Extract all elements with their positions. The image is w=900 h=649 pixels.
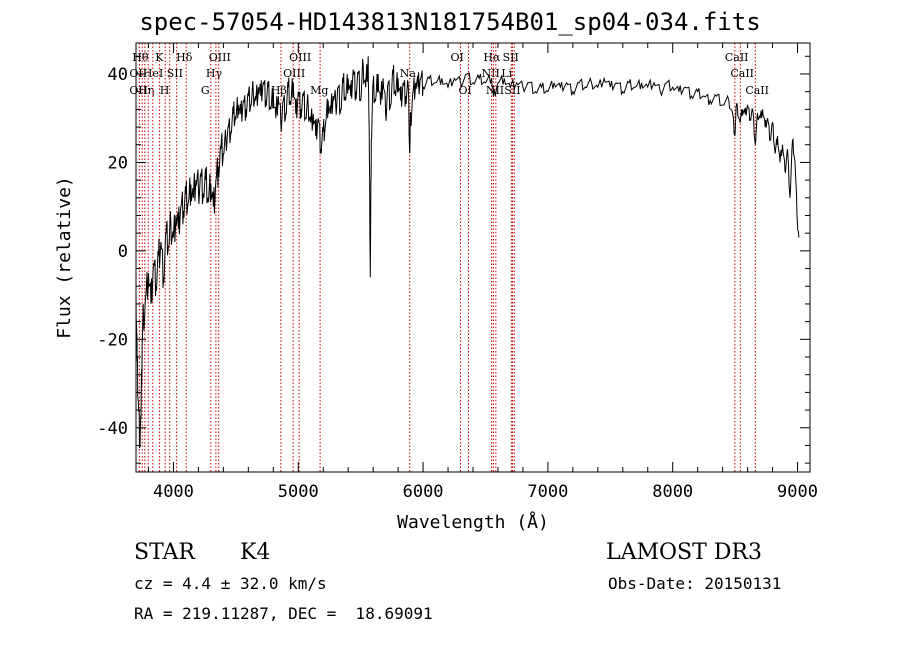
x-tick-label: 7000 (527, 482, 568, 502)
axis-labels: Wavelength (Å) Flux (relative) (54, 176, 549, 533)
line-marker-label: Mg (310, 84, 328, 97)
coordinates-readout: RA = 219.11287, DEC = 18.69091 (134, 604, 433, 623)
x-tick-label: 6000 (403, 482, 444, 502)
line-marker-label: NII (486, 84, 504, 97)
line-marker-label: OI (459, 84, 472, 97)
line-marker-label: OII (129, 84, 147, 97)
line-marker-label: H (160, 84, 170, 97)
line-marker-label: SII (504, 84, 520, 97)
line-marker-label: OIII (209, 51, 231, 64)
line-marker-label: Li (501, 67, 512, 80)
chart-title: spec-57054-HD143813N181754B01_sp04-034.f… (139, 8, 761, 36)
y-tick-label: 0 (118, 242, 128, 262)
spectrum-line-0 (135, 56, 800, 449)
line-marker-label: Hα (483, 51, 501, 64)
line-marker-label: Hγ (206, 67, 223, 80)
line-marker-label: OI (451, 51, 464, 64)
x-tick-label: 4000 (153, 482, 194, 502)
line-markers: OIIOIIHθHηHeIKHSIIHδGHγOIIIHβOIIIOIIIMgN… (129, 43, 769, 472)
x-axis-label: Wavelength (Å) (397, 511, 549, 533)
line-marker-label: OIII (289, 51, 311, 64)
x-tick-label: 8000 (652, 482, 693, 502)
line-marker-label: CaII (725, 51, 749, 64)
line-marker-label: NII (481, 67, 499, 80)
axis-ticks: 4000 5000 6000 7000 8000 9000 -40 -20 0 20 40 (97, 43, 818, 502)
line-marker-label: Hθ (132, 51, 149, 64)
line-marker-label: Hβ (271, 84, 287, 97)
line-marker-label: HeI (143, 67, 163, 80)
x-tick-label: 9000 (777, 482, 818, 502)
spectrum-series (135, 56, 800, 449)
y-tick-label: 40 (108, 65, 128, 85)
line-marker-label: CaII (745, 84, 769, 97)
line-marker-label: CaII (730, 67, 754, 80)
survey-name: LAMOST DR3 (606, 540, 762, 565)
x-tick-label: 5000 (278, 482, 319, 502)
line-marker-label: K (155, 51, 164, 64)
line-marker-label: G (201, 84, 210, 97)
y-tick-label: -20 (97, 330, 128, 350)
line-marker-label: Hδ (176, 51, 193, 64)
line-marker-label: Hη (138, 84, 154, 97)
line-marker-label: OIII (283, 67, 305, 80)
object-class: STAR (134, 540, 195, 565)
y-tick-label: 20 (108, 153, 128, 173)
line-marker-label: Na (400, 67, 417, 80)
y-tick-label: -40 (97, 419, 128, 439)
y-axis-label: Flux (relative) (54, 176, 75, 339)
redshift-readout: cz = 4.4 ± 32.0 km/s (134, 574, 327, 593)
obs-date: Obs-Date: 20150131 (608, 574, 782, 593)
line-marker-label: SII (167, 67, 183, 80)
object-subclass: K4 (240, 540, 271, 565)
line-marker-label: SII (503, 51, 519, 64)
